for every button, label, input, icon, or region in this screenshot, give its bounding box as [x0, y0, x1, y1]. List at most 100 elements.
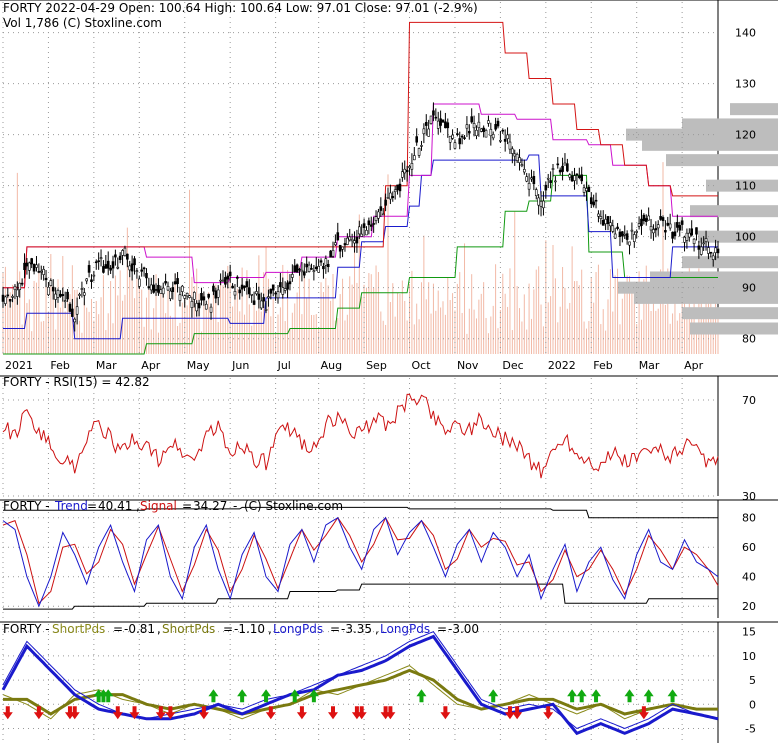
- candle-body: [573, 175, 576, 181]
- candle-body: [75, 306, 79, 315]
- pds-series-1-eq: =: [223, 622, 233, 636]
- candle-body: [228, 271, 232, 277]
- candle-body: [111, 261, 115, 269]
- price-xtick: Jun: [231, 359, 249, 372]
- candle-body: [114, 254, 117, 258]
- sell-arrow-icon: [543, 706, 554, 720]
- candle-body: [534, 189, 538, 196]
- candle-body: [300, 269, 304, 273]
- candle-body: [1, 294, 5, 302]
- candle-body: [25, 262, 29, 267]
- candle-body: [707, 247, 710, 254]
- volume-profile-bar: [690, 322, 778, 335]
- price-xtick: Oct: [412, 359, 432, 372]
- buy-arrow-icon: [98, 689, 109, 703]
- candle-body: [236, 276, 239, 279]
- volume-profile-bar: [698, 230, 778, 243]
- candle-body: [135, 270, 139, 272]
- sell-arrow-icon: [112, 706, 123, 720]
- buy-arrow-icon: [308, 689, 319, 703]
- candle-body: [401, 171, 404, 178]
- candle-body: [133, 258, 136, 266]
- candle-body: [56, 290, 60, 298]
- candle-body: [518, 157, 521, 163]
- candle-body: [621, 231, 624, 237]
- candle-body: [697, 245, 701, 250]
- candle-body: [690, 228, 693, 236]
- candle-body: [149, 284, 153, 291]
- candle-body: [491, 134, 495, 139]
- pds-series-2-eq: =: [330, 622, 340, 636]
- price-xtick: Sep: [366, 359, 387, 372]
- candle-body: [563, 162, 567, 166]
- candle-body: [336, 232, 340, 241]
- pds-label-prefix: FORTY -: [3, 622, 50, 636]
- candle-body: [597, 213, 600, 217]
- low-band-line: [3, 174, 718, 355]
- candle-body: [94, 261, 98, 264]
- price-xtick: Apr: [684, 359, 704, 372]
- candle-body: [456, 133, 459, 135]
- candle-body: [453, 142, 457, 149]
- price-xtick: Mar: [96, 359, 117, 372]
- trend-ytick-1: 40: [742, 571, 756, 584]
- candle-body: [63, 300, 67, 303]
- candle-body: [656, 224, 660, 229]
- candle-body: [544, 184, 548, 191]
- candle-body: [575, 173, 579, 176]
- volume-profile-bar: [634, 291, 778, 304]
- candle-body: [458, 138, 462, 145]
- candle-body: [121, 250, 124, 256]
- candle-body: [173, 281, 177, 285]
- candle-body: [362, 223, 366, 228]
- price-xtick: Apr: [141, 359, 161, 372]
- candle-body: [267, 296, 270, 299]
- candle-body: [32, 263, 36, 272]
- candle-body: [202, 296, 206, 301]
- candle-body: [539, 200, 543, 207]
- candle-body: [326, 263, 330, 268]
- trend-eq: =: [87, 499, 97, 513]
- candle-body: [365, 230, 368, 236]
- candle-body: [367, 220, 371, 226]
- trend-ytick-2: 60: [742, 541, 756, 554]
- candle-body: [515, 154, 519, 161]
- candle-body: [66, 291, 69, 300]
- candle-body: [281, 287, 285, 295]
- candle-body: [420, 145, 423, 147]
- buy-arrow-icon: [103, 689, 114, 703]
- candle-body: [49, 280, 53, 286]
- candle-body: [51, 286, 55, 292]
- candle-body: [525, 176, 528, 182]
- candle-body: [630, 229, 634, 232]
- candle-body: [118, 255, 122, 260]
- candle-body: [30, 258, 33, 265]
- candle-body: [673, 231, 677, 237]
- candle-body: [78, 294, 81, 296]
- sell-arrow-icon: [440, 706, 451, 720]
- candle-body: [408, 166, 411, 169]
- sell-arrow-icon: [296, 706, 307, 720]
- candle-body: [73, 318, 77, 323]
- candle-body: [295, 264, 299, 273]
- candle-body: [128, 265, 132, 271]
- candle-body: [699, 246, 703, 255]
- candle-body: [680, 220, 684, 225]
- candle-body: [334, 242, 337, 246]
- candle-body: [611, 225, 615, 232]
- long-pds-line-1: [1, 634, 719, 736]
- candle-body: [104, 264, 108, 269]
- candle-body: [561, 165, 564, 172]
- candle-body: [429, 115, 433, 124]
- candle-body: [248, 287, 251, 295]
- price-ytick: 140: [735, 27, 756, 40]
- candle-body: [594, 199, 598, 202]
- candle-body: [312, 270, 316, 273]
- candle-body: [214, 290, 218, 299]
- candle-body: [566, 163, 569, 172]
- candle-body: [527, 182, 531, 190]
- candle-body: [338, 244, 342, 252]
- price-xtick: Aug: [321, 359, 342, 372]
